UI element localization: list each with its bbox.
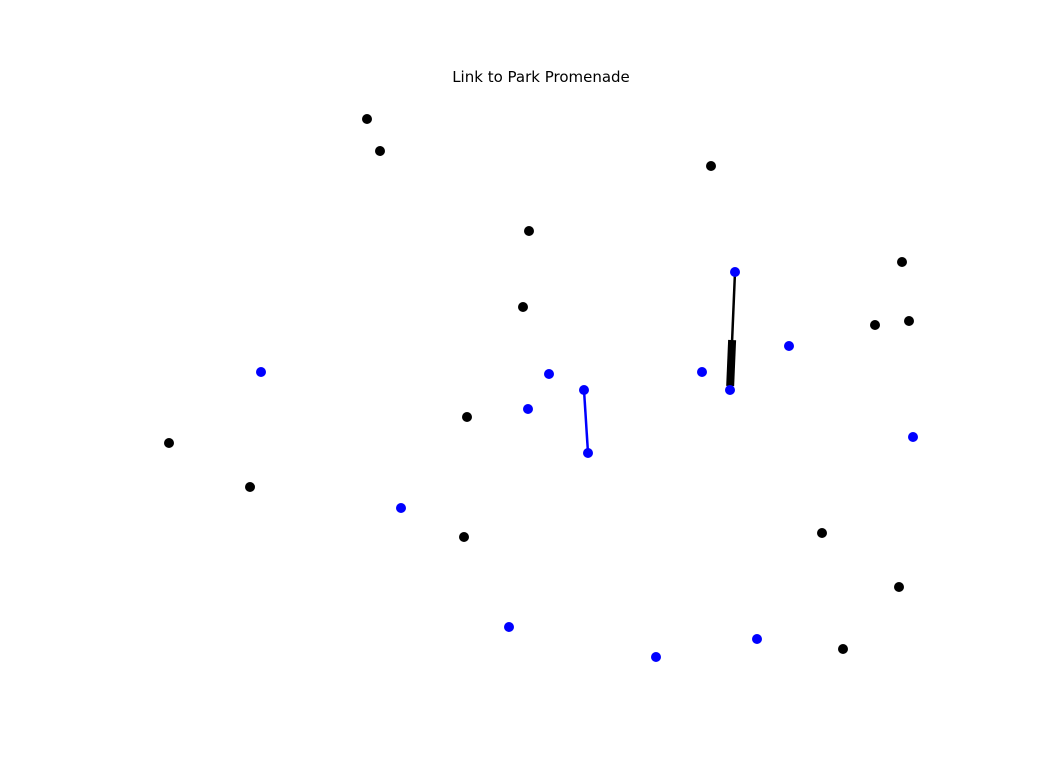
edge-arrowhead-n6-n15: [730, 340, 732, 386]
node-n26: [504, 622, 514, 632]
node-n22: [396, 503, 406, 513]
edge-layer: [584, 272, 735, 453]
node-n7: [518, 302, 528, 312]
node-n8: [904, 316, 914, 326]
node-n21: [245, 482, 255, 492]
node-n15: [725, 385, 735, 395]
node-n23: [817, 528, 827, 538]
node-n25: [894, 582, 904, 592]
node-n19: [164, 438, 174, 448]
node-n17: [462, 412, 472, 422]
node-n28: [838, 644, 848, 654]
node-n2: [375, 146, 385, 156]
node-n13: [544, 369, 554, 379]
edge-n14-n20: [584, 390, 588, 453]
node-n9: [870, 320, 880, 330]
node-n27: [752, 634, 762, 644]
node-n16: [523, 404, 533, 414]
node-n29: [651, 652, 661, 662]
node-n6: [730, 267, 740, 277]
node-n3: [706, 161, 716, 171]
node-n18: [908, 432, 918, 442]
node-n5: [897, 257, 907, 267]
node-n12: [697, 367, 707, 377]
node-n11: [256, 367, 266, 377]
node-layer: [164, 114, 918, 662]
node-n20: [583, 448, 593, 458]
node-n24: [459, 532, 469, 542]
node-n1: [362, 114, 372, 124]
node-n14: [579, 385, 589, 395]
node-n4: [524, 226, 534, 236]
node-n10: [784, 341, 794, 351]
